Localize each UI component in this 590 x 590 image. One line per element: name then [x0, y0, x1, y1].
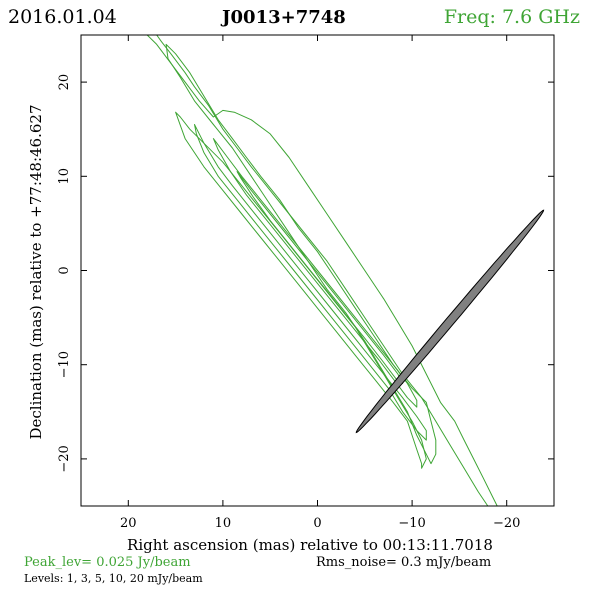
x-tick-label: 0: [313, 516, 321, 531]
header-date: 2016.01.04: [8, 6, 117, 28]
x-tick-label: −20: [493, 516, 520, 531]
contour-levels: Levels: 1, 3, 5, 10, 20 mJy/beam: [24, 572, 203, 585]
x-axis-label: Right ascension (mas) relative to 00:13:…: [127, 536, 493, 554]
x-tick-label: −10: [398, 516, 425, 531]
contour-1-mjy-0: [146, 34, 498, 507]
contour-3-mjy-2: [175, 111, 427, 469]
peak-level: Peak_lev= 0.025 Jy/beam: [24, 555, 191, 570]
plot-area: 20 10 0 −10 −20 20 10 0 −10 −20: [57, 34, 555, 531]
y-tick-label: 20: [57, 74, 72, 91]
y-axis-label: Declination (mas) relative to +77:48:46.…: [27, 104, 45, 439]
y-tick-label: −20: [57, 445, 72, 472]
header-freq: Freq: 7.6 GHz: [444, 6, 580, 28]
y-tick-label: 10: [57, 168, 72, 185]
contour-10-mjy-4: [212, 138, 418, 408]
beam-ellipse: [355, 209, 545, 434]
y-tick-label: 0: [57, 266, 72, 274]
x-tick-label: 20: [120, 516, 137, 531]
y-tick-label: −10: [57, 351, 72, 378]
header-source: J0013+7748: [220, 7, 346, 28]
rms-noise: Rms_noise= 0.3 mJy/beam: [316, 555, 491, 570]
contour-3-mjy-1: [165, 43, 437, 465]
x-tick-label: 10: [215, 516, 232, 531]
contour-5-mjy-3: [194, 124, 427, 441]
